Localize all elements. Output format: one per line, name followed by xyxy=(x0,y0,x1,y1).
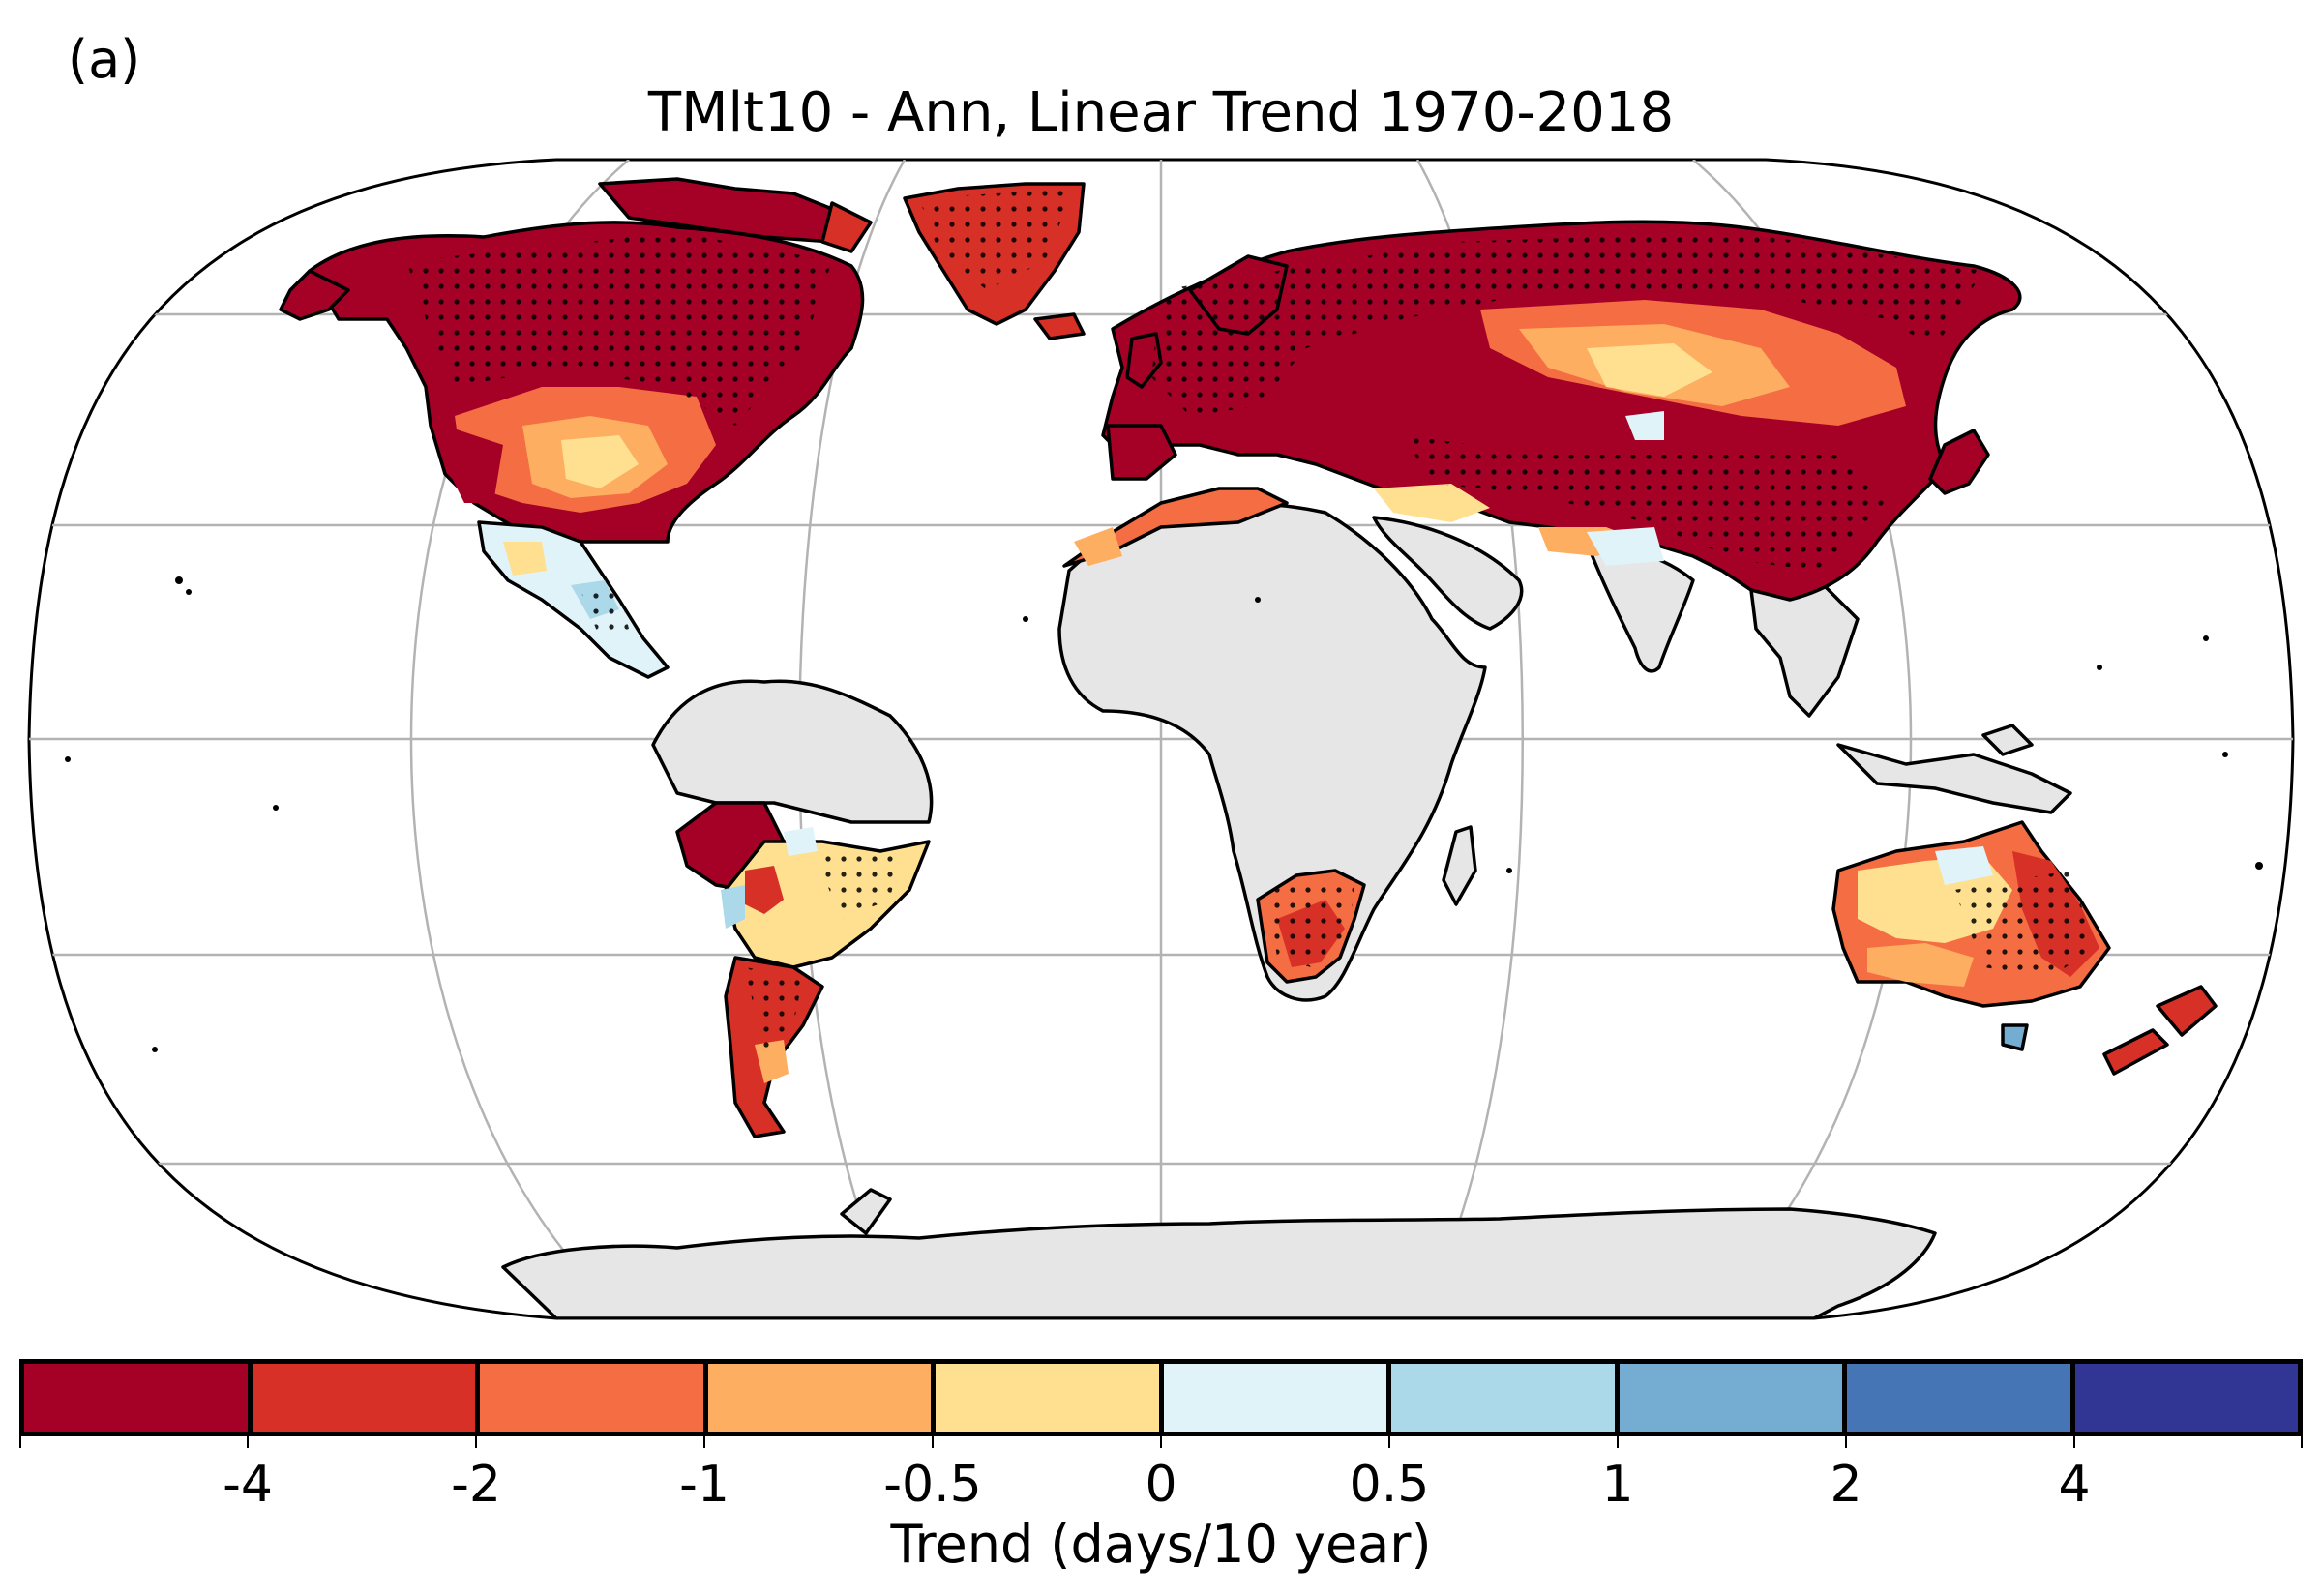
colorbar-tick xyxy=(1160,1436,1162,1448)
significance-stippling xyxy=(406,189,2095,1054)
colorbar-tick xyxy=(475,1436,477,1448)
colorbar-segment-7 xyxy=(1619,1364,1847,1432)
colorbar-tick xyxy=(247,1436,249,1448)
colorbar-tick-label: -2 xyxy=(451,1456,501,1514)
panel-label: (a) xyxy=(68,29,141,90)
colorbar-ticks: -4 -2 -1 -0.5 0 0.5 1 2 4 xyxy=(19,1436,2303,1514)
colorbar-segment-9 xyxy=(2074,1364,2298,1432)
colorbar-tick xyxy=(2073,1436,2075,1448)
colorbar-segment-1 xyxy=(252,1364,480,1432)
colorbar-segment-5 xyxy=(1163,1364,1391,1432)
colorbar-segment-2 xyxy=(480,1364,708,1432)
colorbar-segment-0 xyxy=(24,1364,253,1432)
colorbar-tick-label: 0.5 xyxy=(1349,1456,1430,1514)
islands xyxy=(65,576,2263,1052)
colorbar-tick-label: -1 xyxy=(679,1456,729,1514)
colorbar-tick-label: 4 xyxy=(2058,1456,2091,1514)
map-title: TMlt10 - Ann, Linear Trend 1970-2018 xyxy=(647,81,1675,144)
colorbar-tick xyxy=(1845,1436,1847,1448)
colorbar-segments xyxy=(19,1359,2303,1436)
colorbar-tick xyxy=(703,1436,705,1448)
colorbar-edge-tick-left xyxy=(19,1436,21,1448)
colorbar-segment-8 xyxy=(1847,1364,2075,1432)
colorbar-tick-label: -4 xyxy=(223,1456,273,1514)
colorbar-label: Trend (days/10 year) xyxy=(890,1514,1432,1575)
colorbar-tick-label: 2 xyxy=(1830,1456,1862,1514)
colorbar-tick xyxy=(1388,1436,1390,1448)
trend-patches xyxy=(445,300,2099,1083)
colorbar-segment-4 xyxy=(936,1364,1164,1432)
world-map xyxy=(27,158,2295,1320)
colorbar-tick xyxy=(1617,1436,1619,1448)
land-no-data xyxy=(501,502,2072,1318)
colorbar-segment-6 xyxy=(1391,1364,1620,1432)
colorbar-tick-label: -0.5 xyxy=(883,1456,982,1514)
colorbar-tick xyxy=(932,1436,934,1448)
colorbar-tick-label: 0 xyxy=(1145,1456,1177,1514)
colorbar-tick-label: 1 xyxy=(1601,1456,1634,1514)
colorbar-segment-3 xyxy=(707,1364,936,1432)
colorbar xyxy=(19,1359,2303,1436)
colorbar-edge-tick-right xyxy=(2301,1436,2303,1448)
